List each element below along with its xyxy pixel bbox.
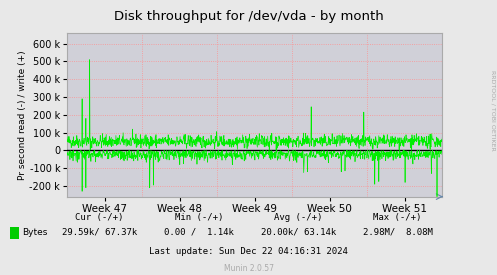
Text: 29.59k/ 67.37k: 29.59k/ 67.37k: [62, 228, 137, 237]
Text: Disk throughput for /dev/vda - by month: Disk throughput for /dev/vda - by month: [114, 10, 383, 23]
Text: 2.98M/  8.08M: 2.98M/ 8.08M: [363, 228, 432, 237]
Y-axis label: Pr second read (-) / write (+): Pr second read (-) / write (+): [17, 50, 27, 180]
Text: Last update: Sun Dec 22 04:16:31 2024: Last update: Sun Dec 22 04:16:31 2024: [149, 247, 348, 256]
Text: Cur (-/+): Cur (-/+): [75, 213, 124, 222]
Text: Munin 2.0.57: Munin 2.0.57: [224, 264, 273, 273]
Text: Bytes: Bytes: [22, 228, 48, 237]
Text: Max (-/+): Max (-/+): [373, 213, 422, 222]
Text: 0.00 /  1.14k: 0.00 / 1.14k: [164, 228, 234, 237]
Text: 20.00k/ 63.14k: 20.00k/ 63.14k: [260, 228, 336, 237]
Text: RRDTOOL / TOBI OETIKER: RRDTOOL / TOBI OETIKER: [491, 70, 496, 150]
Text: Avg (-/+): Avg (-/+): [274, 213, 323, 222]
Text: Min (-/+): Min (-/+): [174, 213, 223, 222]
